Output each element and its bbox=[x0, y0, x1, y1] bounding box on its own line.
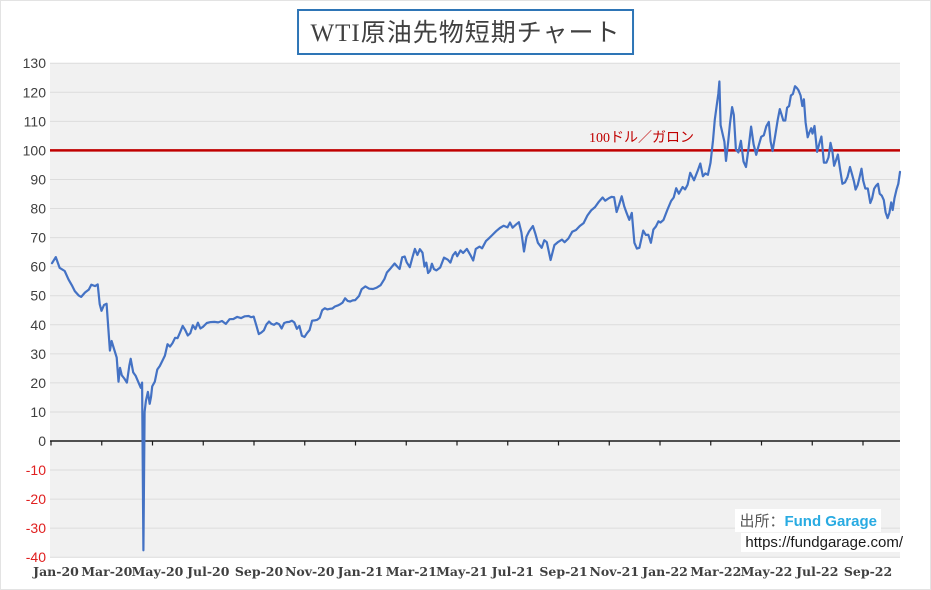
x-axis-tick-label: Nov-21 bbox=[589, 564, 639, 579]
chart-title: WTI原油先物短期チャート bbox=[310, 20, 621, 47]
y-axis-tick-label: 50 bbox=[30, 288, 46, 304]
y-axis-tick-label: 110 bbox=[24, 113, 47, 129]
x-axis-tick-label: May-21 bbox=[436, 564, 488, 579]
x-axis-tick-label: Jan-20 bbox=[32, 564, 79, 579]
y-axis-tick-label: 10 bbox=[30, 404, 46, 420]
source-prefix: 出所： bbox=[739, 513, 785, 530]
source-url[interactable]: https://fundgarage.com/ bbox=[741, 533, 907, 552]
y-axis-tick-label: 70 bbox=[30, 230, 46, 246]
x-axis-tick-label: May-22 bbox=[741, 564, 793, 579]
source-attribution: 出所：Fund Garage bbox=[735, 509, 881, 532]
y-axis-tick-label: 60 bbox=[30, 259, 46, 275]
y-axis-tick-label: -30 bbox=[26, 520, 46, 536]
x-axis-tick-label: Mar-22 bbox=[690, 564, 741, 579]
source-brand-name: Fund Garage bbox=[784, 513, 877, 530]
y-axis-tick-label: -40 bbox=[26, 549, 46, 565]
x-axis-tick-label: Jan-22 bbox=[641, 564, 688, 579]
y-axis-tick-label: 120 bbox=[23, 84, 47, 100]
y-axis-tick-label: 40 bbox=[30, 317, 46, 333]
y-axis-tick-label: -20 bbox=[26, 491, 46, 507]
chart-title-box: WTI原油先物短期チャート bbox=[296, 9, 635, 55]
x-axis-tick-label: Mar-21 bbox=[386, 564, 437, 579]
y-axis-tick-label: -10 bbox=[26, 462, 46, 478]
y-axis-tick-label: 100 bbox=[23, 142, 47, 158]
x-axis-tick-label: Nov-20 bbox=[285, 564, 335, 579]
x-axis-tick-label: Sep-21 bbox=[539, 564, 587, 579]
x-axis-tick-label: May-20 bbox=[132, 564, 184, 579]
ref-line-label: 100ドル／ガロン bbox=[589, 131, 694, 146]
y-axis-tick-label: 130 bbox=[23, 55, 47, 71]
x-axis-tick-label: Sep-22 bbox=[844, 564, 892, 579]
x-axis-tick-label: Mar-20 bbox=[81, 564, 132, 579]
x-axis-tick-label: Jul-22 bbox=[795, 564, 838, 579]
x-axis-tick-label: Jul-21 bbox=[491, 564, 534, 579]
x-axis-tick-label: Jul-20 bbox=[186, 564, 230, 579]
wti-price-line bbox=[50, 80, 902, 552]
y-axis-tick-label: 0 bbox=[38, 433, 46, 449]
y-axis-tick-label: 80 bbox=[30, 201, 46, 217]
y-axis-tick-label: 30 bbox=[30, 346, 46, 362]
x-axis-tick-label: Sep-20 bbox=[235, 564, 284, 579]
x-axis-tick-label: Jan-21 bbox=[337, 564, 384, 579]
y-axis-tick-label: 90 bbox=[30, 171, 46, 187]
y-axis-tick-label: 20 bbox=[30, 375, 46, 391]
plot-area-background bbox=[50, 63, 900, 557]
